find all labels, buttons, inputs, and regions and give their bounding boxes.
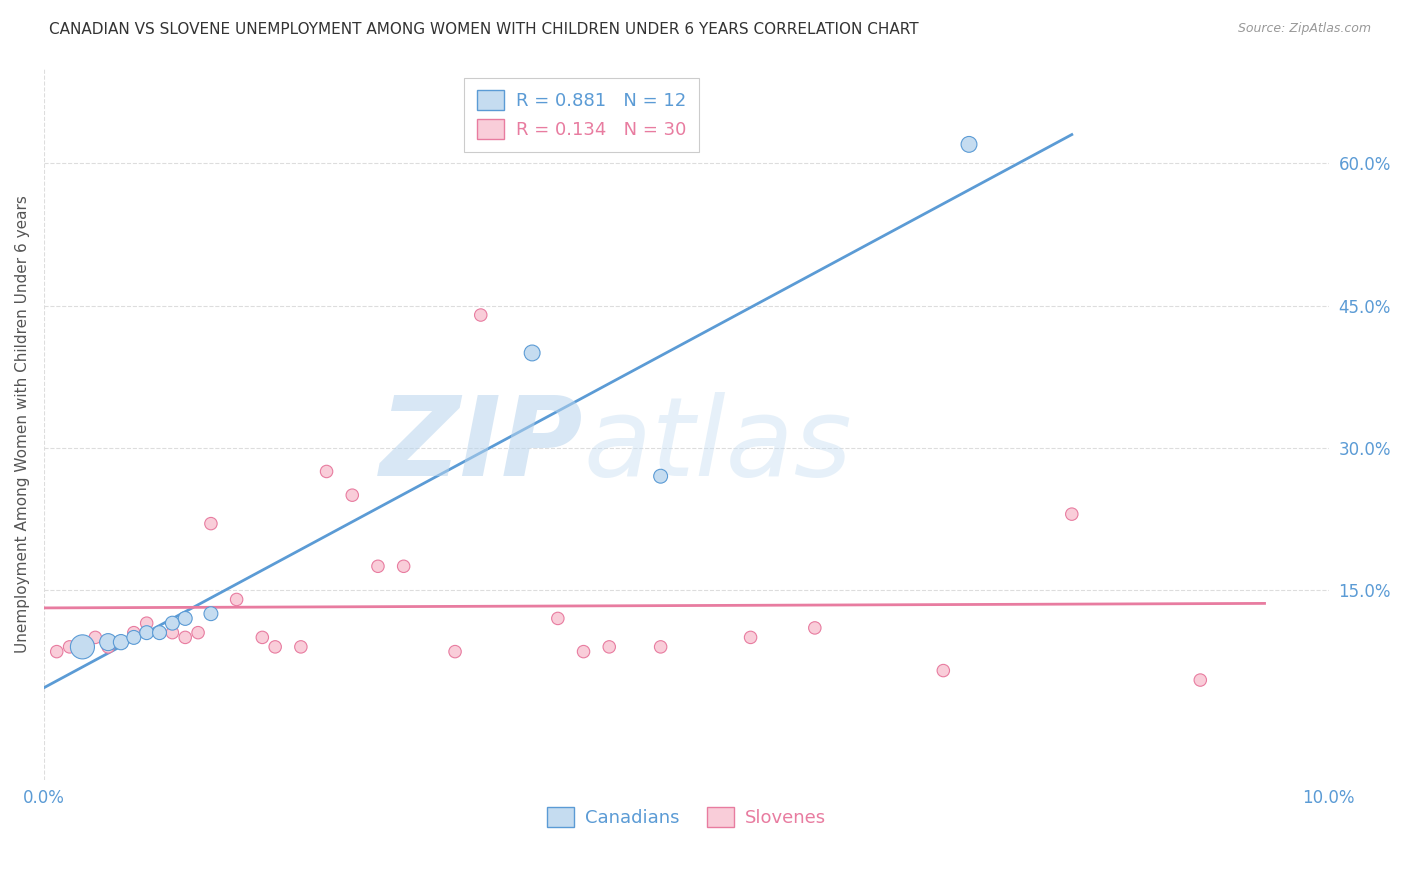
Point [200,516,222,531]
Point [135,616,157,631]
Point [97,640,120,654]
Text: atlas: atlas [583,392,852,499]
Point [174,611,197,625]
Point [122,625,145,640]
Point [97,635,120,649]
Point [122,631,145,645]
Point [200,607,222,621]
Point [162,616,184,631]
Point [225,592,247,607]
Point [547,611,569,625]
Point [110,635,132,649]
Point [392,559,415,574]
Text: ZIP: ZIP [380,392,583,499]
Point [650,640,672,654]
Point [45,645,67,659]
Point [148,625,170,640]
Point [1060,507,1083,521]
Point [84,631,107,645]
Point [58,640,80,654]
Text: CANADIAN VS SLOVENE UNEMPLOYMENT AMONG WOMEN WITH CHILDREN UNDER 6 YEARS CORRELA: CANADIAN VS SLOVENE UNEMPLOYMENT AMONG W… [49,22,920,37]
Point [162,625,184,640]
Point [598,640,620,654]
Point [740,631,762,645]
Legend: Canadians, Slovenes: Canadians, Slovenes [540,800,832,835]
Point [72,640,94,654]
Point [342,488,364,502]
Point [804,621,827,635]
Point [957,137,980,152]
Point [444,645,467,659]
Point [264,640,287,654]
Point [1189,673,1212,687]
Text: Source: ZipAtlas.com: Source: ZipAtlas.com [1237,22,1371,36]
Point [252,631,274,645]
Y-axis label: Unemployment Among Women with Children Under 6 years: Unemployment Among Women with Children U… [15,195,30,653]
Point [290,640,312,654]
Point [367,559,389,574]
Point [520,346,543,360]
Point [315,465,337,479]
Point [932,664,955,678]
Point [470,308,492,322]
Point [187,625,209,640]
Point [572,645,595,659]
Point [135,625,157,640]
Point [110,635,132,649]
Point [650,469,672,483]
Point [174,631,197,645]
